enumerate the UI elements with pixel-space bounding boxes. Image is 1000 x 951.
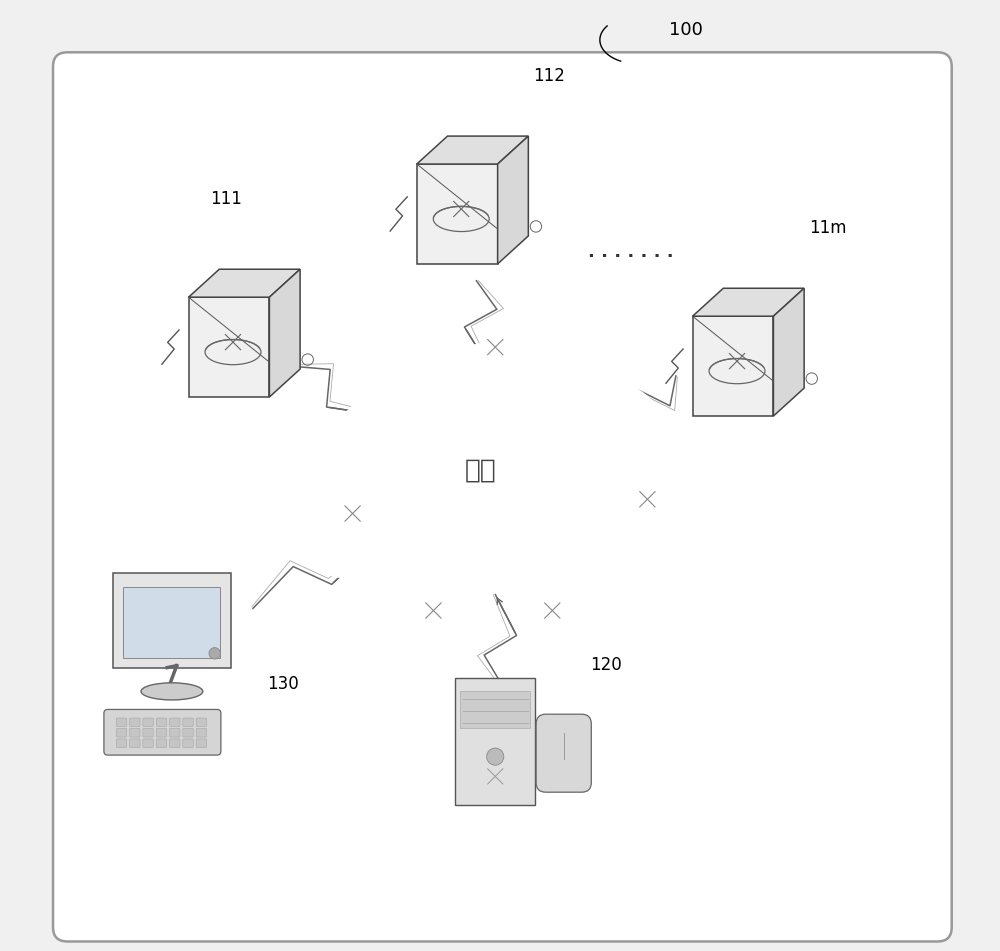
Circle shape — [516, 377, 675, 536]
FancyBboxPatch shape — [116, 728, 127, 737]
FancyBboxPatch shape — [143, 739, 153, 747]
Text: 11m: 11m — [809, 219, 847, 237]
Polygon shape — [417, 136, 528, 164]
Text: 120: 120 — [590, 656, 622, 674]
Text: . . . . . . .: . . . . . . . — [588, 243, 674, 261]
FancyBboxPatch shape — [156, 728, 167, 737]
FancyBboxPatch shape — [183, 728, 193, 737]
FancyBboxPatch shape — [53, 52, 952, 941]
Circle shape — [325, 386, 484, 546]
Polygon shape — [189, 269, 300, 297]
FancyBboxPatch shape — [170, 728, 180, 737]
FancyBboxPatch shape — [196, 718, 207, 727]
Text: 100: 100 — [669, 22, 702, 39]
Polygon shape — [189, 297, 269, 398]
Text: 111: 111 — [210, 190, 242, 208]
Circle shape — [400, 342, 590, 533]
FancyBboxPatch shape — [116, 718, 127, 727]
Circle shape — [288, 449, 418, 578]
FancyBboxPatch shape — [460, 691, 530, 728]
Polygon shape — [498, 136, 528, 263]
FancyBboxPatch shape — [116, 739, 127, 747]
FancyBboxPatch shape — [196, 728, 207, 737]
FancyBboxPatch shape — [156, 718, 167, 727]
Text: 130: 130 — [267, 675, 299, 693]
Circle shape — [487, 477, 617, 607]
FancyBboxPatch shape — [143, 718, 153, 727]
FancyBboxPatch shape — [104, 709, 221, 755]
FancyBboxPatch shape — [130, 718, 140, 727]
FancyBboxPatch shape — [183, 718, 193, 727]
Text: 网络: 网络 — [465, 457, 497, 484]
FancyBboxPatch shape — [183, 739, 193, 747]
Polygon shape — [693, 288, 804, 316]
FancyBboxPatch shape — [123, 587, 220, 658]
Text: 112: 112 — [533, 67, 565, 85]
FancyBboxPatch shape — [455, 678, 535, 805]
FancyBboxPatch shape — [113, 573, 231, 668]
FancyBboxPatch shape — [196, 739, 207, 747]
FancyBboxPatch shape — [156, 739, 167, 747]
Circle shape — [582, 435, 712, 564]
FancyBboxPatch shape — [130, 739, 140, 747]
Circle shape — [368, 477, 498, 607]
Polygon shape — [693, 316, 773, 417]
FancyBboxPatch shape — [536, 714, 591, 792]
Circle shape — [421, 435, 569, 583]
Ellipse shape — [141, 683, 203, 700]
Circle shape — [209, 648, 220, 659]
FancyBboxPatch shape — [143, 728, 153, 737]
Polygon shape — [773, 288, 804, 417]
FancyBboxPatch shape — [130, 728, 140, 737]
Polygon shape — [417, 164, 498, 263]
Circle shape — [487, 748, 504, 766]
FancyBboxPatch shape — [170, 718, 180, 727]
FancyBboxPatch shape — [170, 739, 180, 747]
Polygon shape — [269, 269, 300, 398]
